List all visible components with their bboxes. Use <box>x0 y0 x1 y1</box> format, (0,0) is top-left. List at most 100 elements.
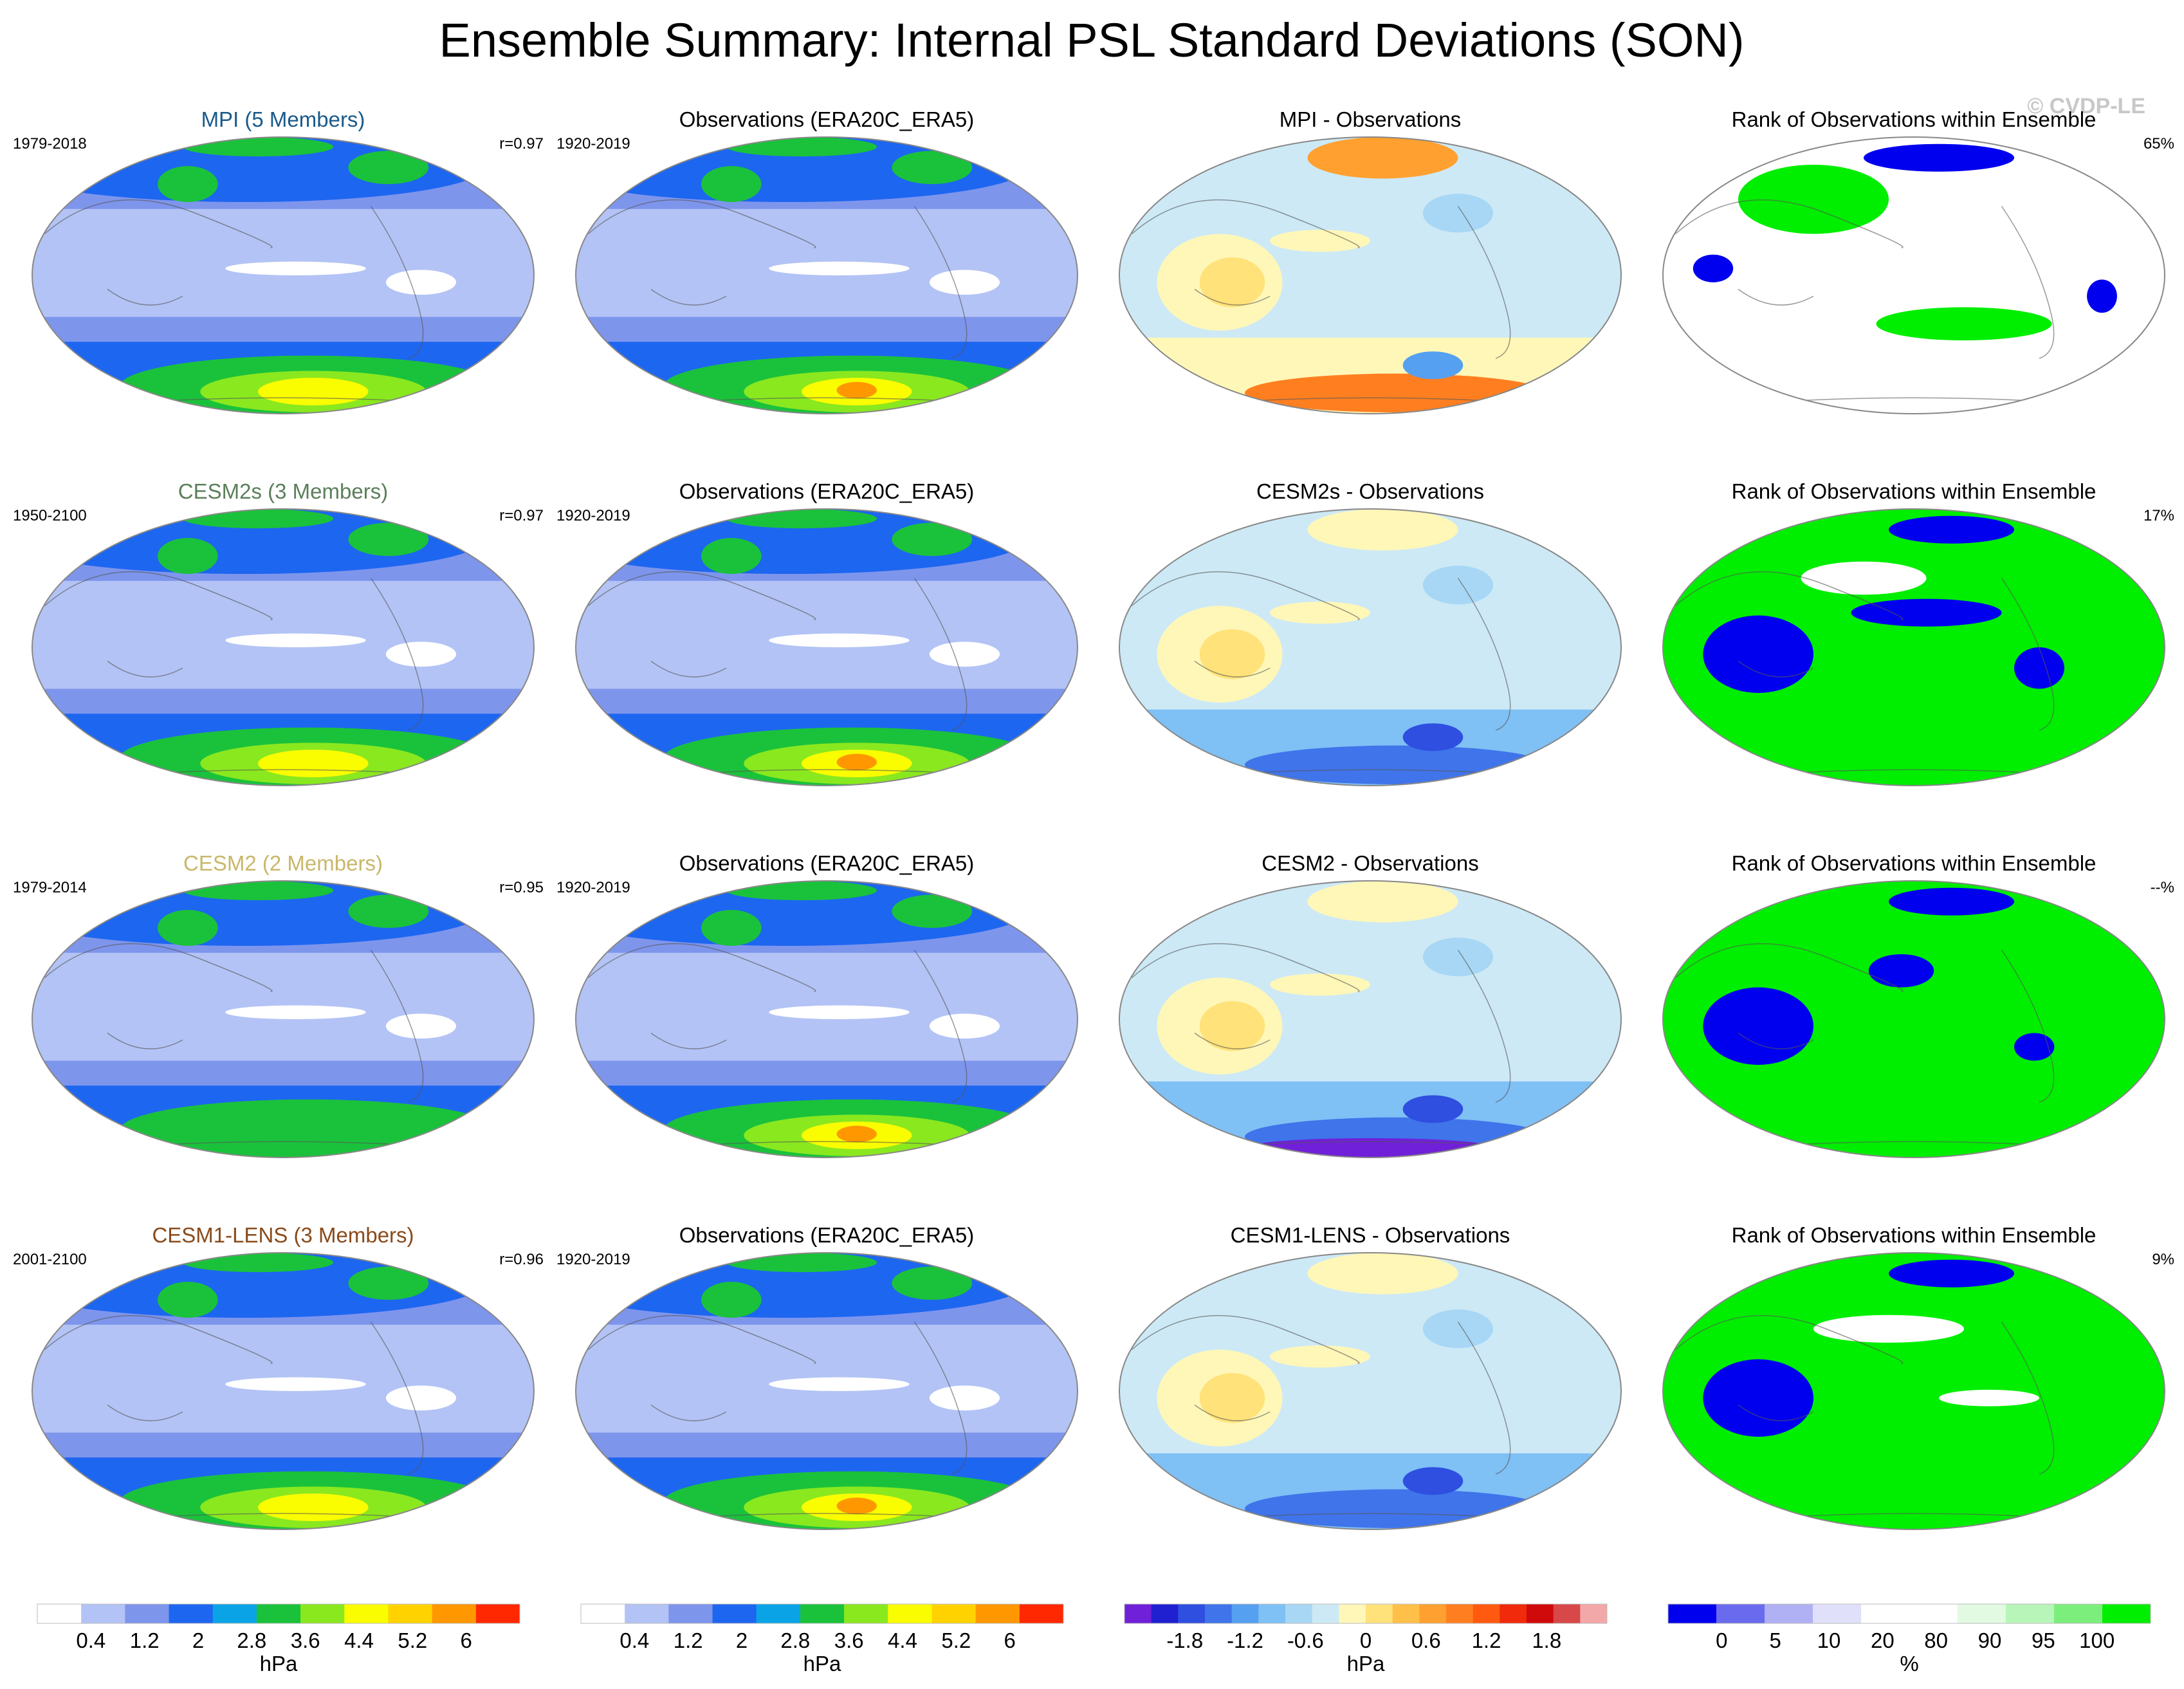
colorbar-swatch <box>169 1604 214 1623</box>
panel-rank-percent: 17% <box>2143 507 2174 524</box>
panel-title: MPI (5 Members) <box>201 107 365 131</box>
colorbar-swatch <box>1392 1604 1420 1623</box>
map-field <box>576 137 1078 414</box>
panel-title: Rank of Observations within Ensemble <box>1732 1223 2097 1247</box>
panel-r4-c2: Observations (ERA20C_ERA5) 1920-2019 <box>556 1223 1078 1530</box>
panel-correlation: r=0.95 <box>499 879 544 896</box>
panel-r4-c3: CESM1-LENS - Observations <box>1119 1223 1622 1530</box>
panel-years: 1920-2019 <box>556 879 630 896</box>
colorbar-tick-label: 4.4 <box>344 1629 374 1652</box>
colorbar-swatch <box>432 1604 477 1623</box>
colorbar-swatch <box>388 1604 433 1623</box>
colorbar-tick-label: 0.4 <box>619 1629 649 1652</box>
colorbar-swatch <box>1958 1604 2006 1623</box>
colorbar-swatch <box>1285 1604 1313 1623</box>
map-border <box>575 136 1078 414</box>
map-border <box>32 1252 535 1530</box>
panel-title: Rank of Observations within Ensemble <box>1732 851 2097 875</box>
colorbar-swatch <box>300 1604 345 1623</box>
panel-title: CESM1-LENS (3 Members) <box>152 1223 414 1247</box>
colorbar-tick-label: 5.2 <box>398 1629 427 1652</box>
map-field <box>1663 137 2165 414</box>
map-border <box>32 136 535 414</box>
colorbar-tick-label: 5 <box>1769 1629 1781 1652</box>
panel-years: 1979-2014 <box>13 879 87 896</box>
colorbar-tick-label: 20 <box>1871 1629 1895 1652</box>
panel-years: 2001-2100 <box>13 1251 87 1268</box>
map-border <box>1662 880 2165 1158</box>
panel-r4-c4: Rank of Observations within Ensemble 9% <box>1662 1223 2174 1530</box>
colorbar-swatch <box>344 1604 389 1623</box>
colorbar-swatch <box>975 1604 1020 1623</box>
colorbar-swatch <box>844 1604 888 1623</box>
map-border <box>575 880 1078 1158</box>
panel-years: 1920-2019 <box>556 1251 630 1268</box>
map-field <box>1663 1253 2165 1529</box>
colorbar-swatch <box>1178 1604 1206 1623</box>
colorbar-swatch <box>1419 1604 1447 1623</box>
panel-r3-c2: Observations (ERA20C_ERA5) 1920-2019 <box>556 851 1078 1158</box>
colorbar-swatch <box>2054 1604 2103 1623</box>
map-border <box>1119 136 1622 414</box>
colorbar-swatch <box>1668 1604 1717 1623</box>
colorbar-tick-label: -1.8 <box>1166 1629 1203 1652</box>
map-border <box>1662 1252 2165 1530</box>
panel-r3-c1: CESM2 (2 Members) 1979-2014 r=0.95 <box>13 851 544 1158</box>
colorbar-swatch <box>1500 1604 1527 1623</box>
colorbar-swatch <box>1258 1604 1286 1623</box>
map-field <box>32 137 534 414</box>
colorbar-swatch <box>1124 1604 1152 1623</box>
colorbar-swatch <box>81 1604 125 1623</box>
colorbar-tick-label: 0.4 <box>76 1629 106 1652</box>
colorbar-swatch <box>1473 1604 1500 1623</box>
colorbar-tick-label: 6 <box>1004 1629 1015 1652</box>
colorbar-tick-label: 2.8 <box>780 1629 810 1652</box>
colorbar-swatch <box>581 1604 625 1623</box>
figure-title: Ensemble Summary: Internal PSL Standard … <box>439 14 1744 67</box>
colorbar-tick-label: 10 <box>1817 1629 1841 1652</box>
panel-r4-c1: CESM1-LENS (3 Members) 2001-2100 r=0.96 <box>13 1223 544 1530</box>
panel-r3-c3: CESM2 - Observations <box>1119 851 1622 1158</box>
map-border <box>575 1252 1078 1530</box>
map-border <box>575 508 1078 786</box>
panel-years: 1920-2019 <box>556 135 630 152</box>
panel-correlation: r=0.97 <box>499 135 544 152</box>
panel-r2-c1: CESM2s (3 Members) 1950-2100 r=0.97 <box>13 479 544 786</box>
map-field <box>1119 509 1621 786</box>
panel-r1-c3: MPI - Observations <box>1119 107 1622 414</box>
colorbar-4: 0 5 10 20 80 90 95 100% <box>1667 1603 2151 1675</box>
colorbar-tick-label: 2 <box>192 1629 204 1652</box>
colorbar-unit: hPa <box>1347 1652 1385 1675</box>
colorbar-tick-label: 95 <box>2032 1629 2055 1652</box>
panel-r1-c4: Rank of Observations within Ensemble 65% <box>1662 107 2174 414</box>
panel-years: 1920-2019 <box>556 507 630 524</box>
panel-title: CESM2 (2 Members) <box>183 851 383 875</box>
panel-r2-c3: CESM2s - Observations <box>1119 479 1622 786</box>
panel-title: Rank of Observations within Ensemble <box>1732 479 2097 503</box>
colorbar-tick-label: 1.2 <box>674 1629 703 1652</box>
map-field <box>32 881 534 1158</box>
colorbar-unit: hPa <box>803 1652 841 1675</box>
watermark: © CVDP-LE <box>2027 94 2145 118</box>
colorbar-swatch <box>1312 1604 1339 1623</box>
colorbar-tick-label: -0.6 <box>1287 1629 1324 1652</box>
map-field <box>576 1253 1078 1529</box>
colorbar-tick-label: 5.2 <box>941 1629 971 1652</box>
panel-rank-percent: 9% <box>2152 1251 2174 1268</box>
map-field <box>576 881 1078 1158</box>
colorbar-swatch <box>1580 1604 1608 1623</box>
colorbar-tick-label: 0 <box>1360 1629 1372 1652</box>
colorbar-tick-label: 0 <box>1716 1629 1727 1652</box>
colorbar-tick-label: 2 <box>736 1629 748 1652</box>
map-field <box>576 509 1078 786</box>
colorbar-tick-label: -1.2 <box>1227 1629 1263 1652</box>
panel-title: Observations (ERA20C_ERA5) <box>679 1223 975 1247</box>
map-field <box>32 1253 534 1529</box>
colorbar-swatch <box>1231 1604 1259 1623</box>
map-border <box>1119 880 1622 1158</box>
panel-title: Rank of Observations within Ensemble <box>1732 107 2097 131</box>
colorbar-2: 0.4 1.2 2 2.8 3.6 4.4 5.2 6 hPa <box>580 1603 1064 1675</box>
panel-title: Observations (ERA20C_ERA5) <box>679 851 975 875</box>
panel-rank-percent: --% <box>2151 879 2174 896</box>
